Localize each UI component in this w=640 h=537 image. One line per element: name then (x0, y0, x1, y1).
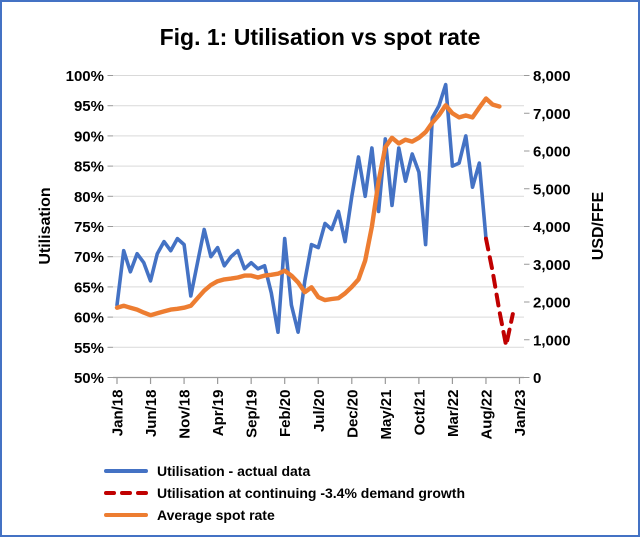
legend-item: Average spot rate (104, 504, 465, 526)
right-axis-tick-label: 0 (533, 370, 541, 387)
right-axis-tick-label: 1,000 (533, 332, 571, 349)
legend-swatch-line (104, 468, 148, 474)
x-axis-tick-label: Nov/18 (177, 390, 194, 439)
legend: Utilisation - actual data Utilisation at … (104, 460, 465, 526)
right-axis-tick-label: 3,000 (533, 257, 571, 274)
legend-dash (136, 490, 148, 496)
left-axis-tick-label: 90% (74, 128, 104, 145)
right-axis-tick-label: 4,000 (533, 219, 571, 236)
left-axis-tick-label: 60% (74, 310, 104, 327)
series-line-average-spot-rate (114, 96, 502, 318)
series-line-utilisation-forecast (484, 236, 515, 348)
x-axis-tick-label: Jul/20 (311, 390, 328, 433)
left-axis-tick-label: 100% (66, 68, 104, 85)
left-axis-tick-label: 70% (74, 249, 104, 266)
legend-bar (104, 512, 148, 518)
x-axis-tick-label: May/21 (378, 390, 395, 440)
right-axis-tick-label: 5,000 (533, 181, 571, 198)
legend-swatch-line (104, 512, 148, 518)
legend-dash (104, 490, 116, 496)
x-axis-tick-label: Aug/22 (478, 390, 495, 440)
x-axis-tick-label: Jan/23 (512, 390, 529, 437)
x-axis-tick-label: Mar/22 (445, 390, 462, 438)
legend-item: Utilisation - actual data (104, 460, 465, 482)
x-axis-tick-label: Feb/20 (277, 390, 294, 438)
x-axis-tick-label: Jun/18 (143, 390, 160, 438)
legend-label: Utilisation at continuing -3.4% demand g… (157, 485, 466, 501)
left-axis-tick-label: 50% (74, 370, 104, 387)
legend-dash (120, 490, 132, 496)
right-axis-tick-label: 2,000 (533, 295, 571, 312)
legend-label: Utilisation - actual data (157, 463, 311, 479)
right-axis-tick-label: 8,000 (533, 68, 571, 85)
legend-swatch-dashed-line (104, 490, 148, 496)
left-axis-tick-label: 80% (74, 189, 104, 206)
series-line-utilisation-actual (115, 82, 488, 335)
left-axis-tick-label: 55% (74, 340, 104, 357)
right-axis-tick-label: 6,000 (533, 144, 571, 161)
left-axis-tick-label: 65% (74, 279, 104, 296)
legend-item: Utilisation at continuing -3.4% demand g… (104, 482, 465, 504)
x-axis-tick-label: Oct/21 (411, 390, 428, 436)
legend-bar (104, 468, 148, 474)
left-axis-tick-label: 95% (74, 98, 104, 115)
x-axis-tick-label: Dec/20 (344, 390, 361, 438)
x-axis-tick-label: Jan/18 (110, 390, 127, 437)
legend-label: Average spot rate (157, 507, 275, 523)
left-axis-tick-label: 75% (74, 219, 104, 236)
x-axis-tick-label: Sep/19 (244, 390, 261, 438)
x-axis-tick-label: Apr/19 (210, 390, 227, 437)
right-axis-tick-label: 7,000 (533, 106, 571, 123)
chart-title: Fig. 1: Utilisation vs spot rate (159, 24, 481, 50)
left-axis-tick-label: 85% (74, 159, 104, 176)
